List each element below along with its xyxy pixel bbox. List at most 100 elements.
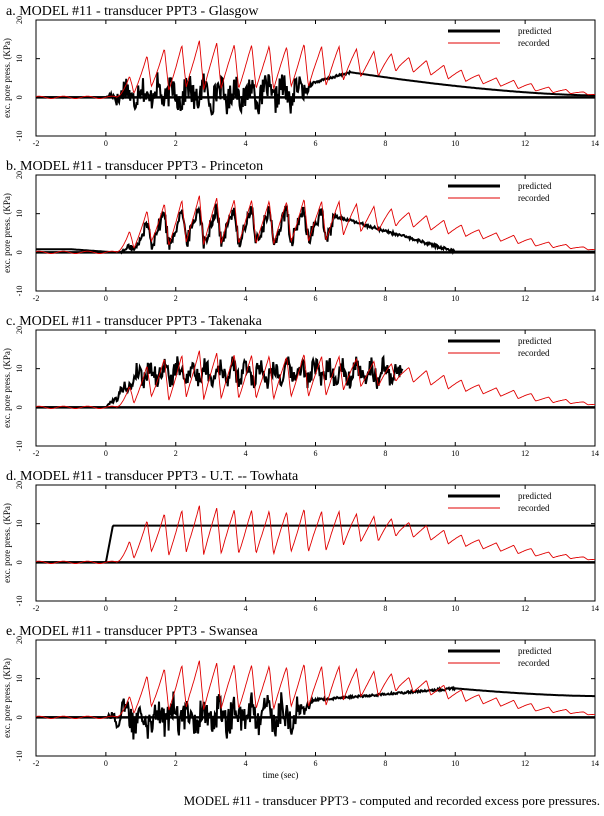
plot-frame — [35, 484, 596, 602]
series-predicted — [36, 685, 595, 740]
x-tick-label: 14 — [591, 759, 599, 768]
panel-title: c. MODEL #11 - transducer PPT3 - Takenak… — [6, 314, 263, 329]
x-tick-label: 6 — [314, 604, 318, 613]
legend-label-recorded: recorded — [518, 658, 550, 668]
chart-panel-b: b. MODEL #11 - transducer PPT3 - Princet… — [2, 159, 599, 303]
y-tick-label: 10 — [15, 520, 24, 528]
plot-frame — [35, 174, 596, 292]
legend-label-predicted: predicted — [518, 646, 552, 656]
y-tick-label: 10 — [15, 55, 24, 63]
legend-label-predicted: predicted — [518, 181, 552, 191]
x-tick-label: 2 — [174, 294, 178, 303]
x-tick-label: 12 — [521, 139, 529, 148]
y-axis-label: exc. pore press. (KPa) — [2, 503, 12, 583]
y-tick-label: 0 — [15, 560, 24, 564]
x-tick-label: 6 — [314, 139, 318, 148]
x-tick-label: 6 — [314, 294, 318, 303]
x-tick-label: 4 — [244, 449, 248, 458]
x-tick-label: 14 — [591, 139, 599, 148]
series-recorded — [35, 40, 595, 99]
chart-panel-e: e. MODEL #11 - transducer PPT3 - Swansea… — [2, 624, 599, 780]
y-tick-label: -10 — [15, 286, 24, 297]
x-tick-label: 4 — [244, 294, 248, 303]
x-tick-label: 10 — [451, 294, 459, 303]
legend-label-predicted: predicted — [518, 491, 552, 501]
panel-title: a. MODEL #11 - transducer PPT3 - Glasgow — [6, 4, 259, 19]
y-tick-label: -10 — [15, 751, 24, 762]
chart-panel-a: a. MODEL #11 - transducer PPT3 - Glasgow… — [2, 4, 599, 148]
y-tick-label: 20 — [15, 636, 24, 644]
y-tick-label: -10 — [15, 131, 24, 142]
x-tick-label: 14 — [591, 294, 599, 303]
series-recorded — [35, 195, 595, 254]
panel-title: b. MODEL #11 - transducer PPT3 - Princet… — [6, 159, 263, 174]
x-tick-label: 12 — [521, 759, 529, 768]
x-axis-label: time (sec) — [263, 770, 299, 780]
y-tick-label: 0 — [15, 405, 24, 409]
y-tick-label: 20 — [15, 481, 24, 489]
x-tick-label: 0 — [104, 759, 108, 768]
y-tick-label: 20 — [15, 16, 24, 24]
x-tick-label: 6 — [314, 449, 318, 458]
figure-caption: MODEL #11 - transducer PPT3 - computed a… — [183, 793, 600, 808]
x-tick-label: 10 — [451, 604, 459, 613]
x-tick-label: 2 — [174, 139, 178, 148]
plot-frame — [35, 19, 596, 137]
x-tick-label: 12 — [521, 604, 529, 613]
x-tick-label: 8 — [383, 759, 387, 768]
x-tick-label: 2 — [174, 604, 178, 613]
y-axis-label: exc. pore press. (KPa) — [2, 348, 12, 428]
x-tick-label: 8 — [383, 604, 387, 613]
legend-label-predicted: predicted — [518, 26, 552, 36]
x-tick-label: -2 — [33, 759, 40, 768]
x-tick-label: 0 — [104, 449, 108, 458]
y-tick-label: 0 — [15, 715, 24, 719]
x-tick-label: 6 — [314, 759, 318, 768]
x-tick-label: 14 — [591, 449, 599, 458]
x-tick-label: 14 — [591, 604, 599, 613]
chart-panel-d: d. MODEL #11 - transducer PPT3 - U.T. --… — [2, 469, 599, 613]
y-axis-label: exc. pore press. (KPa) — [2, 38, 12, 118]
chart-stack: a. MODEL #11 - transducer PPT3 - Glasgow… — [2, 4, 599, 780]
series-predicted — [36, 69, 595, 116]
x-tick-label: 2 — [174, 449, 178, 458]
y-tick-label: 20 — [15, 171, 24, 179]
series-recorded — [35, 350, 595, 409]
x-tick-label: -2 — [33, 139, 40, 148]
x-tick-label: 0 — [104, 294, 108, 303]
x-tick-label: 10 — [451, 139, 459, 148]
legend-label-predicted: predicted — [518, 336, 552, 346]
x-tick-label: 8 — [383, 294, 387, 303]
y-tick-label: 0 — [15, 250, 24, 254]
y-tick-label: 20 — [15, 326, 24, 334]
series-recorded — [35, 505, 595, 564]
legend-label-recorded: recorded — [518, 193, 550, 203]
legend-label-recorded: recorded — [518, 348, 550, 358]
x-tick-label: 4 — [244, 604, 248, 613]
x-tick-label: -2 — [33, 294, 40, 303]
x-tick-label: 10 — [451, 759, 459, 768]
x-tick-label: -2 — [33, 449, 40, 458]
x-tick-label: 4 — [244, 759, 248, 768]
legend-label-recorded: recorded — [518, 503, 550, 513]
series-predicted — [36, 203, 595, 255]
series-predicted — [36, 524, 595, 564]
x-tick-label: 8 — [383, 449, 387, 458]
panel-title: e. MODEL #11 - transducer PPT3 - Swansea — [6, 624, 258, 639]
chart-panel-c: c. MODEL #11 - transducer PPT3 - Takenak… — [2, 314, 599, 458]
x-tick-label: 0 — [104, 604, 108, 613]
series-recorded — [35, 660, 595, 719]
x-tick-label: 2 — [174, 759, 178, 768]
panel-title: d. MODEL #11 - transducer PPT3 - U.T. --… — [6, 469, 299, 484]
x-tick-label: 12 — [521, 449, 529, 458]
y-tick-label: 10 — [15, 675, 24, 683]
y-tick-label: -10 — [15, 596, 24, 607]
series-predicted — [36, 354, 404, 409]
x-tick-label: 4 — [244, 139, 248, 148]
x-tick-label: 0 — [104, 139, 108, 148]
y-tick-label: 10 — [15, 210, 24, 218]
y-tick-label: 10 — [15, 365, 24, 373]
x-tick-label: -2 — [33, 604, 40, 613]
y-tick-label: 0 — [15, 95, 24, 99]
x-tick-label: 10 — [451, 449, 459, 458]
